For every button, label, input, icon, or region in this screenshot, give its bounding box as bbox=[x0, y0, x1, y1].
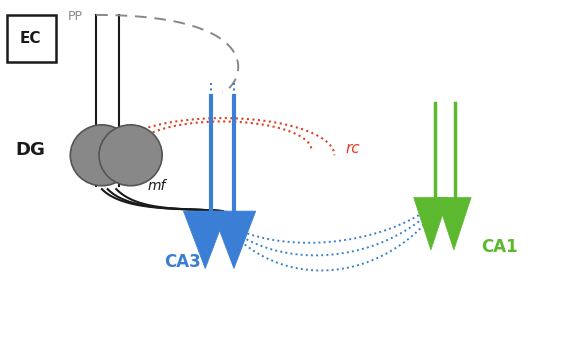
Text: EC: EC bbox=[20, 31, 42, 46]
Polygon shape bbox=[212, 211, 256, 269]
Text: mf: mf bbox=[148, 179, 166, 193]
Polygon shape bbox=[437, 197, 471, 250]
Text: PP: PP bbox=[68, 10, 83, 23]
Text: CA1: CA1 bbox=[481, 238, 518, 256]
Text: CA3: CA3 bbox=[164, 253, 201, 271]
Ellipse shape bbox=[99, 125, 162, 186]
Ellipse shape bbox=[70, 125, 133, 186]
Polygon shape bbox=[183, 211, 227, 269]
Text: DG: DG bbox=[16, 141, 46, 159]
Polygon shape bbox=[414, 197, 448, 250]
FancyBboxPatch shape bbox=[7, 15, 56, 62]
Text: rc: rc bbox=[346, 141, 361, 156]
